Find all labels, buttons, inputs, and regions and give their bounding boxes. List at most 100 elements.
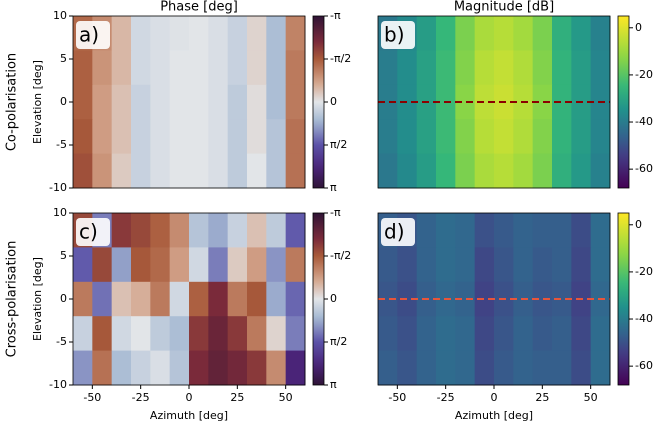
heatmap-cell bbox=[247, 84, 267, 120]
heatmap-cell bbox=[532, 247, 553, 283]
heatmap-cell bbox=[208, 213, 229, 248]
heatmap-cell bbox=[436, 316, 456, 352]
heatmap-cell bbox=[285, 153, 306, 189]
heatmap-cell bbox=[111, 84, 132, 120]
panel-label: a) bbox=[79, 23, 99, 47]
heatmap-cell bbox=[189, 213, 209, 248]
heatmap-cell bbox=[416, 153, 437, 189]
heatmap-cell bbox=[416, 213, 437, 248]
heatmap-cell bbox=[416, 119, 437, 155]
heatmap-cell bbox=[266, 119, 287, 155]
heatmap-cell bbox=[131, 247, 151, 283]
heatmap-cell bbox=[247, 316, 267, 352]
heatmap-cell bbox=[285, 247, 306, 283]
heatmap-cell bbox=[552, 350, 572, 386]
heatmap-cell bbox=[92, 153, 113, 189]
heatmap-cell bbox=[285, 16, 306, 51]
heatmap-cell bbox=[590, 50, 611, 86]
column-title: Magnitude [dB] bbox=[454, 0, 554, 15]
y-axis-label: Elevation [deg] bbox=[31, 60, 44, 144]
heatmap-cell bbox=[285, 350, 306, 386]
colorbar-tick-label: 0 bbox=[330, 95, 337, 108]
heatmap-cell bbox=[455, 247, 476, 283]
heatmap-cell bbox=[571, 350, 592, 386]
heatmap-cell bbox=[455, 119, 476, 155]
heatmap-cell bbox=[378, 281, 398, 317]
x-tick-label: -25 bbox=[437, 391, 455, 404]
colorbar-tick-label: -20 bbox=[635, 265, 653, 278]
heatmap-cell bbox=[436, 119, 456, 155]
heatmap-cell bbox=[169, 350, 190, 386]
heatmap-cell bbox=[378, 350, 398, 386]
heatmap-cell bbox=[532, 16, 553, 51]
heatmap-cell bbox=[150, 50, 171, 86]
heatmap-cell bbox=[285, 50, 306, 86]
heatmap-cell bbox=[455, 213, 476, 248]
heatmap-cell bbox=[131, 281, 151, 317]
heatmap-cell bbox=[474, 119, 495, 155]
heatmap-cell bbox=[266, 153, 287, 189]
heatmap-cell bbox=[532, 50, 553, 86]
heatmap-cell bbox=[266, 84, 287, 120]
heatmap-cell bbox=[378, 84, 398, 120]
heatmap-cell bbox=[436, 50, 456, 86]
heatmap-cell bbox=[92, 281, 113, 317]
heatmap-cell bbox=[571, 213, 592, 248]
heatmap-cell bbox=[150, 84, 171, 120]
heatmap-cell bbox=[532, 84, 553, 120]
heatmap-cell bbox=[266, 350, 287, 386]
heatmap-cell bbox=[494, 316, 514, 352]
heatmap-cell bbox=[92, 84, 113, 120]
heatmap-cell bbox=[474, 350, 495, 386]
heatmap-cell bbox=[111, 350, 132, 386]
heatmap-cell bbox=[227, 84, 248, 120]
heatmap-cell bbox=[416, 350, 437, 386]
heatmap-cell bbox=[552, 153, 572, 189]
heatmap-cell bbox=[73, 316, 93, 352]
heatmap-cell bbox=[227, 247, 248, 283]
heatmap-cell bbox=[513, 50, 534, 86]
heatmap-cell bbox=[131, 50, 151, 86]
colorbar-tick-label: 0 bbox=[330, 292, 337, 305]
colorbar bbox=[312, 212, 325, 386]
heatmap-cell bbox=[266, 213, 287, 248]
x-tick-label: 50 bbox=[279, 391, 293, 404]
heatmap-cell bbox=[111, 153, 132, 189]
heatmap-cell bbox=[474, 247, 495, 283]
y-tick-label: 0 bbox=[60, 95, 67, 108]
heatmap-cell bbox=[397, 50, 418, 86]
heatmap-cell bbox=[92, 119, 113, 155]
heatmap-cell bbox=[150, 16, 171, 51]
plot-frame bbox=[377, 15, 611, 189]
heatmap-cell bbox=[590, 247, 611, 283]
heatmap-cell bbox=[552, 281, 572, 317]
heatmap-cell bbox=[111, 50, 132, 86]
heatmap-cell bbox=[266, 316, 287, 352]
heatmap-cell bbox=[494, 350, 514, 386]
heatmap-cell bbox=[247, 16, 267, 51]
heatmap-cell bbox=[189, 50, 209, 86]
heatmap-cell bbox=[532, 153, 553, 189]
heatmap-cell bbox=[397, 84, 418, 120]
heatmap-cell bbox=[590, 153, 611, 189]
panel-label: d) bbox=[384, 220, 405, 244]
heatmap-cell bbox=[247, 247, 267, 283]
heatmap-cell bbox=[455, 281, 476, 317]
heatmap-cell bbox=[455, 16, 476, 51]
heatmap-cell bbox=[208, 84, 229, 120]
heatmap-cell bbox=[397, 350, 418, 386]
colorbar bbox=[617, 15, 630, 189]
heatmap-cell bbox=[73, 50, 93, 86]
x-tick-label: 25 bbox=[230, 391, 244, 404]
heatmap-cell bbox=[247, 119, 267, 155]
heatmap-cell bbox=[131, 153, 151, 189]
heatmap-cell bbox=[227, 119, 248, 155]
heatmap-cell bbox=[266, 281, 287, 317]
colorbar-tick-label: -π bbox=[330, 206, 341, 219]
heatmap-cell bbox=[169, 119, 190, 155]
panel-label: c) bbox=[79, 220, 98, 244]
heatmap-cell bbox=[131, 16, 151, 51]
heatmap-cell bbox=[169, 84, 190, 120]
heatmap-cell bbox=[494, 119, 514, 155]
